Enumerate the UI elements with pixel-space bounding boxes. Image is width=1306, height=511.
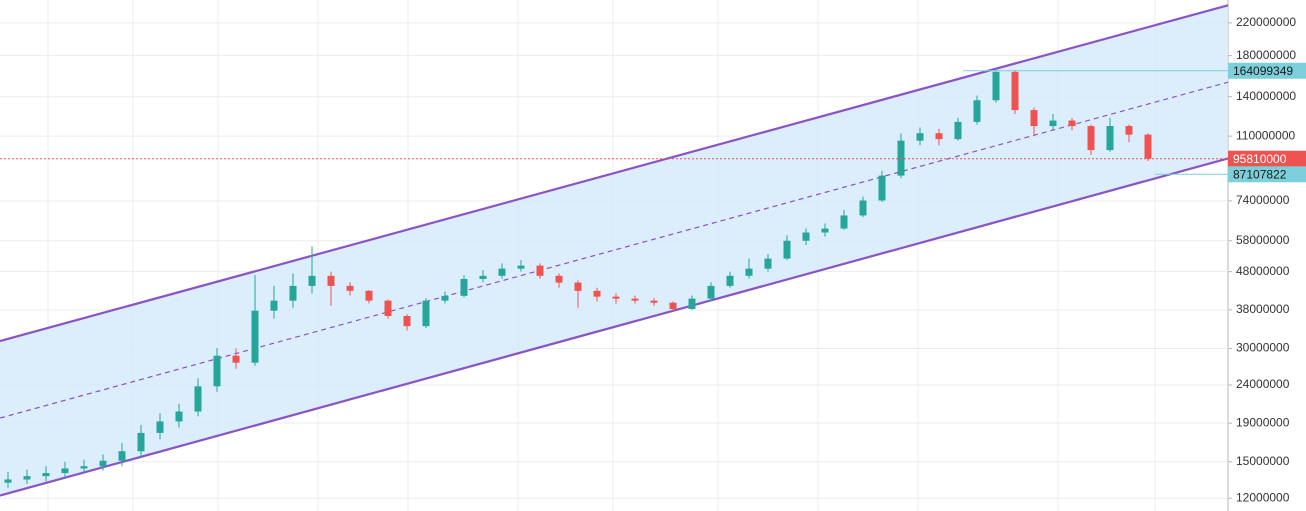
candle-body: [840, 215, 848, 229]
candle-body: [251, 310, 259, 363]
y-tick-label: 24000000: [1236, 377, 1290, 391]
candle-body: [1125, 126, 1133, 135]
y-tick-label: 19000000: [1236, 415, 1290, 429]
candle-body: [631, 298, 639, 301]
candle-body: [479, 275, 487, 279]
candle-body: [232, 355, 240, 363]
y-tick-label: 15000000: [1236, 454, 1290, 468]
candle-body: [441, 295, 449, 301]
candle-body: [308, 275, 316, 286]
candle-body: [574, 282, 582, 291]
candle-body: [1087, 126, 1095, 151]
price-label: 164099349: [1233, 64, 1293, 78]
candle-body: [4, 479, 12, 483]
price-label-bg: [1228, 62, 1306, 79]
candle-body: [61, 468, 69, 474]
candle-body: [821, 228, 829, 233]
candle-body: [42, 473, 50, 477]
y-tick-label: 140000000: [1236, 89, 1296, 103]
candle-body: [802, 232, 810, 241]
candle-body: [194, 386, 202, 412]
candle-body: [973, 100, 981, 122]
channel-upper: [0, 4, 1229, 343]
channel-fill: [0, 5, 1228, 496]
price-label-bg: [1228, 166, 1306, 183]
candle-body: [23, 476, 31, 480]
y-tick-label: 74000000: [1236, 193, 1290, 207]
candle-body: [1030, 110, 1038, 127]
y-tick-label: 12000000: [1236, 490, 1290, 504]
candle-body: [612, 296, 620, 299]
candle-body: [536, 265, 544, 276]
candle-body: [346, 285, 354, 291]
candle-body: [118, 451, 126, 461]
candle-body: [156, 421, 164, 433]
candle-body: [593, 290, 601, 297]
y-tick-label: 38000000: [1236, 302, 1290, 316]
candle-body: [954, 121, 962, 140]
candle-body: [175, 411, 183, 422]
price-label: 87107822: [1233, 167, 1287, 181]
candle-body: [365, 290, 373, 301]
candle-body: [1144, 134, 1152, 159]
candle-body: [460, 278, 468, 296]
y-tick-label: 220000000: [1236, 15, 1296, 29]
candle-body: [859, 200, 867, 216]
candle-body: [1106, 126, 1114, 151]
candle-body: [707, 285, 715, 299]
candle-body: [555, 275, 563, 283]
candle-body: [764, 258, 772, 269]
channel-lower: [0, 157, 1229, 497]
candle-body: [403, 315, 411, 327]
candle-body: [99, 460, 107, 467]
y-tick-label: 30000000: [1236, 341, 1290, 355]
candle-body: [916, 133, 924, 141]
candle-body: [878, 175, 886, 201]
candle-body: [213, 355, 221, 387]
candle-body: [327, 275, 335, 286]
candle-body: [1068, 120, 1076, 127]
candle-body: [1011, 71, 1019, 111]
candle-body: [80, 466, 88, 469]
price-label-bg: [1228, 150, 1306, 167]
candle-body: [650, 300, 658, 303]
candle-body: [422, 300, 430, 327]
y-tick-label: 110000000: [1236, 128, 1296, 142]
price-label: 95810000: [1233, 152, 1287, 166]
candle-body: [498, 268, 506, 276]
candle-body: [384, 300, 392, 316]
candle-body: [270, 300, 278, 311]
candle-body: [897, 140, 905, 176]
candle-body: [1049, 120, 1057, 127]
y-tick-label: 58000000: [1236, 233, 1290, 247]
candle-body: [688, 298, 696, 310]
vertical-grid: [47, 0, 1156, 511]
candle-body: [726, 275, 734, 286]
candle-body: [137, 432, 145, 452]
candle-body: [992, 71, 1000, 101]
candle-body: [745, 268, 753, 276]
y-tick-label: 48000000: [1236, 264, 1290, 278]
candle-body: [935, 133, 943, 140]
candle-body: [289, 285, 297, 301]
candle-body: [783, 240, 791, 259]
candle-body: [517, 265, 525, 269]
y-tick-label: 180000000: [1236, 48, 1296, 62]
candle-body: [669, 302, 677, 310]
